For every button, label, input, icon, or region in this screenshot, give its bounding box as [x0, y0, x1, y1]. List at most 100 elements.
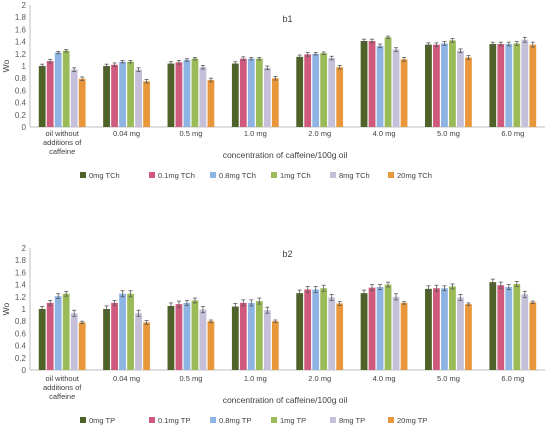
legend-label: 0.8mg TCh [219, 171, 256, 180]
error-bar [514, 41, 519, 46]
bar [175, 304, 183, 370]
bar [425, 44, 432, 127]
bar [239, 302, 247, 370]
bar [384, 37, 392, 127]
error-bar [522, 36, 527, 43]
error-bar [297, 54, 302, 60]
error-bar [40, 63, 45, 69]
legend-label: 8mg TCh [339, 171, 370, 180]
x-axis-label: concentration of caffeine/100g oil [223, 395, 348, 405]
bar [167, 63, 175, 127]
x-tick-label: 1.0 mg [244, 374, 267, 383]
error-bar [136, 309, 141, 317]
legend-label: 0.8mg TP [219, 416, 251, 425]
bar [505, 44, 513, 127]
x-tick-label: additions of [43, 138, 82, 147]
legend: 0mg TCh 0.1mg TCh 0.8mg TCh 1mg TCh 8mg TCh 2… [80, 171, 432, 180]
legend-swatch [80, 417, 86, 423]
bar [271, 78, 279, 127]
error-bar [249, 57, 254, 61]
bar [449, 286, 456, 370]
bar [441, 43, 448, 127]
bar [127, 293, 134, 370]
error-bar [192, 297, 197, 304]
x-tick-label: 5.0 mg [437, 129, 460, 138]
error-bar [273, 319, 278, 323]
bar [135, 313, 142, 370]
error-bar [257, 297, 262, 305]
bar [336, 303, 344, 370]
x-tick-label: caffeine [49, 392, 75, 401]
y-tick-label: 2 [22, 1, 27, 10]
error-bar [112, 300, 117, 306]
x-tick-label: 1.0 mg [244, 129, 267, 138]
bar [392, 296, 400, 370]
error-bar [208, 319, 213, 323]
legend-swatch [80, 172, 86, 178]
error-bar [506, 41, 511, 47]
x-tick-label: oil without [46, 374, 80, 383]
legend-label: 0mg TP [89, 416, 115, 425]
bar [263, 310, 271, 370]
error-bar [402, 301, 407, 305]
bar [263, 67, 271, 127]
bar [360, 293, 368, 370]
legend-label: 0mg TCh [89, 171, 120, 180]
error-bar [297, 289, 302, 297]
error-bar [40, 306, 45, 312]
error-bar [257, 57, 262, 61]
bar [78, 322, 86, 370]
error-bar [386, 281, 391, 288]
bar [135, 69, 142, 127]
error-bar [208, 77, 213, 83]
legend: 0mg TP 0.1mg TP 0.8mg TP 1mg TP 8mg TP 20mg T… [80, 416, 427, 425]
bar [62, 50, 70, 127]
x-tick-label: 0.04 mg [113, 129, 140, 138]
bar [175, 62, 183, 128]
bar [296, 293, 304, 370]
bar [191, 58, 199, 127]
y-tick-label: 1.2 [15, 293, 27, 302]
y-tick-label: 1.8 [15, 256, 27, 265]
bar [247, 302, 255, 370]
error-bar [329, 55, 334, 61]
error-bar [394, 47, 399, 52]
bar [400, 302, 408, 370]
error-bar [176, 300, 181, 308]
error-bar [450, 38, 455, 43]
x-tick-label: additions of [43, 383, 82, 392]
bar [111, 302, 118, 370]
error-bar [466, 302, 471, 306]
bar [513, 283, 521, 370]
legend-swatch [210, 417, 216, 423]
x-tick-label: 4.0 mg [373, 129, 396, 138]
error-bar [458, 48, 463, 53]
bar [127, 61, 134, 128]
error-bar [265, 306, 270, 314]
bar [433, 288, 440, 370]
y-tick-label: 0.8 [15, 74, 27, 83]
error-bar [362, 38, 367, 44]
y-tick-label: 1 [22, 62, 27, 71]
error-bar [426, 42, 431, 47]
legend-swatch [210, 172, 216, 178]
error-bar [168, 302, 173, 310]
error-bar [370, 284, 375, 292]
x-tick-label: oil without [46, 129, 80, 138]
bar [312, 289, 320, 370]
error-bar [394, 293, 399, 301]
error-bar [273, 75, 278, 81]
error-bar [48, 58, 53, 64]
error-bar [386, 35, 391, 39]
error-bar [112, 62, 117, 68]
error-bar [249, 299, 254, 307]
error-bar [233, 303, 238, 311]
y-tick-label: 0 [22, 123, 27, 132]
error-bar [321, 284, 326, 292]
bar [239, 58, 247, 127]
x-tick-label: 0.5 mg [179, 374, 202, 383]
error-bar [530, 300, 535, 304]
bar [320, 288, 328, 370]
y-axis-label: Wo [1, 59, 11, 72]
error-bar [442, 285, 447, 292]
